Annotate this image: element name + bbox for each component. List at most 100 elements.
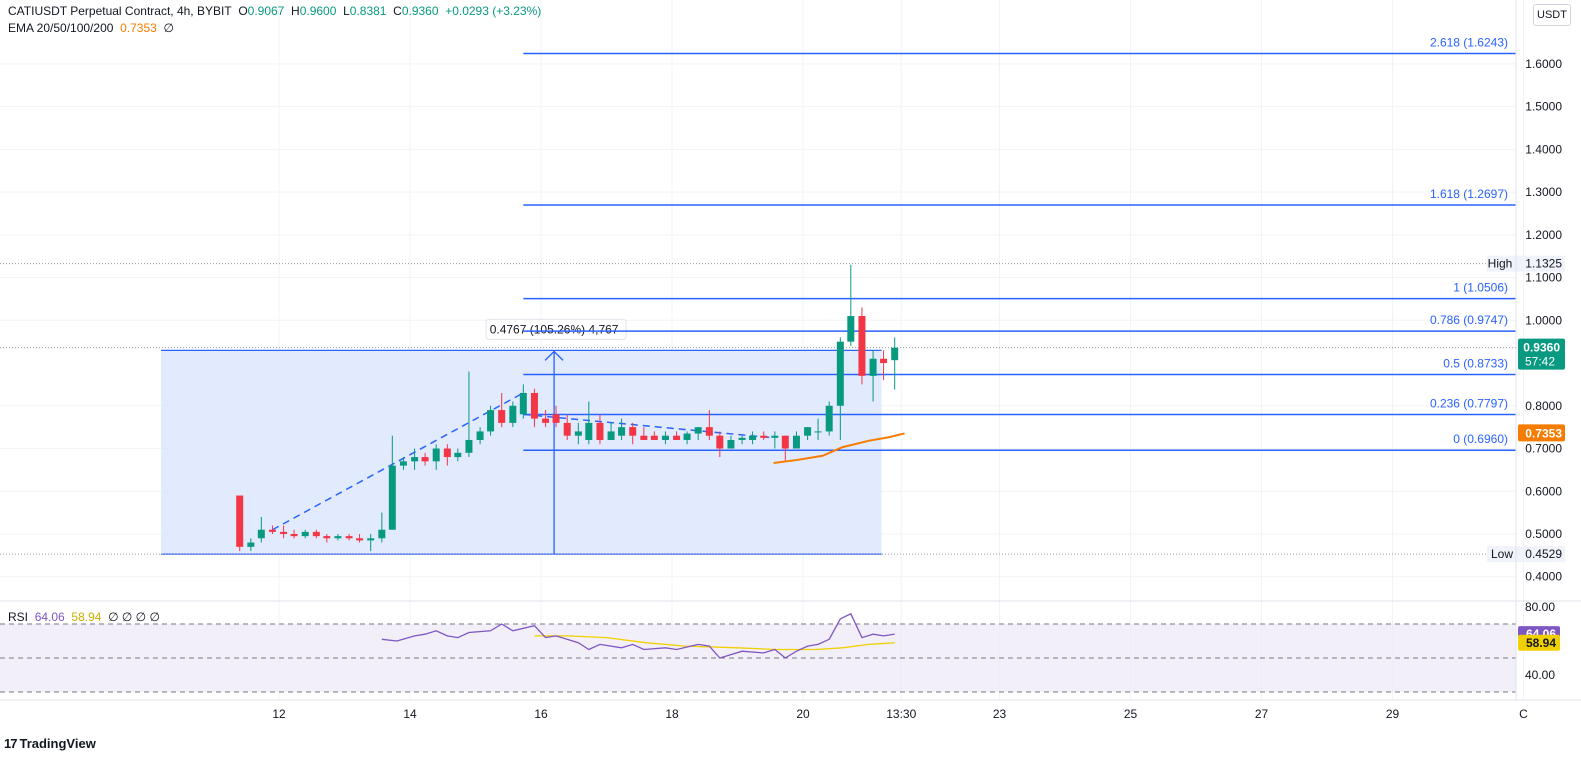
y-tick-label: 1.3000: [1525, 185, 1562, 199]
x-tick-label: 27: [1255, 707, 1269, 721]
candle-body: [236, 495, 244, 547]
candle-body: [760, 435, 768, 438]
y-tick-label: 0.8000: [1525, 399, 1562, 413]
range-label: 0.4767 (105.26%) 4,767: [490, 322, 619, 336]
candle-body: [378, 529, 386, 539]
candle-body: [869, 358, 877, 376]
candle-body: [607, 431, 615, 440]
candle-body: [399, 461, 407, 466]
candle-body: [880, 358, 888, 364]
fib-level-label: 0.236 (0.7797): [1430, 396, 1508, 410]
low-value-label: 0.4529: [1525, 547, 1562, 561]
rsi-label: RSI: [8, 610, 29, 624]
rsi-ma-line: [534, 635, 895, 651]
rsi-tick-label: 80.00: [1525, 600, 1555, 614]
y-tick-label: 1.1000: [1525, 271, 1562, 285]
high-tag-box: [1487, 255, 1519, 272]
fib-level-label: 1 (1.0506): [1453, 281, 1508, 295]
last-price-value: 0.9360: [1523, 341, 1560, 355]
candle-body: [290, 534, 298, 537]
candle-body: [781, 435, 789, 449]
y-tick-label: 1.5000: [1525, 100, 1562, 114]
candle-body: [618, 427, 626, 436]
candle-body: [530, 392, 538, 419]
tradingview-name: TradingView: [19, 736, 96, 751]
candle-body: [247, 542, 255, 547]
tradingview-logo: 17: [4, 736, 18, 751]
currency-button[interactable]: USDT: [1533, 4, 1571, 26]
candle-body: [640, 435, 648, 440]
candle-body: [738, 437, 746, 440]
candle-body: [465, 439, 473, 453]
range-label-box: [485, 318, 627, 340]
fib-level-label: 0.786 (0.9747): [1430, 313, 1508, 327]
x-tick-label: 25: [1124, 707, 1138, 721]
y-tick-label: 1.0000: [1525, 313, 1562, 327]
low-value: 0.8381: [349, 4, 387, 18]
candle-body: [847, 316, 855, 342]
x-tick-label: 23: [993, 707, 1007, 721]
rsi-legend[interactable]: RSI 64.06 58.94 ∅ ∅ ∅ ∅: [8, 610, 160, 624]
low-tag-label: Low: [1491, 547, 1513, 561]
open-label: O: [238, 4, 248, 18]
symbol-title: CATIUSDT Perpetual Contract, 4h, BYBIT: [8, 4, 232, 18]
candle-body: [323, 536, 331, 539]
candle-body: [749, 435, 757, 440]
candle-body: [421, 457, 429, 462]
candle-body: [585, 422, 593, 440]
tradingview-brand[interactable]: 17 TradingView: [4, 736, 96, 751]
candle-body: [367, 538, 375, 541]
candle-body: [345, 536, 353, 539]
candle-body: [814, 431, 822, 433]
candle-body: [650, 435, 658, 440]
candle-body: [727, 439, 735, 449]
candle-body: [432, 448, 440, 462]
candle-body: [683, 433, 691, 440]
fib-level-label: 0 (0.6960): [1453, 432, 1508, 446]
candle-body: [705, 427, 713, 436]
y-tick-label: 0.6000: [1525, 484, 1562, 498]
x-tick-label: 13:30: [886, 707, 916, 721]
x-tick-label: C: [1519, 707, 1528, 721]
y-tick-label: 0.5000: [1525, 527, 1562, 541]
range-box: [161, 350, 882, 555]
candle-body: [552, 414, 560, 423]
countdown-value: 57:42: [1525, 355, 1555, 369]
ema-extra: ∅: [163, 21, 174, 35]
rsi-ma-value: 58.94: [71, 610, 102, 624]
y-tick-label: 1.4000: [1525, 142, 1562, 156]
last-price-tag: [1518, 338, 1565, 370]
close-label: C: [393, 4, 402, 18]
ema-price-tag: [1518, 424, 1565, 442]
y-tick-label: 0.4000: [1525, 570, 1562, 584]
candle-body: [716, 435, 724, 449]
candle-body: [476, 431, 484, 440]
ema-legend[interactable]: EMA 20/50/100/200 0.7353 ∅: [8, 21, 174, 35]
candle-body: [661, 435, 669, 440]
x-tick-label: 12: [272, 707, 286, 721]
change-value: +0.0293 (+3.23%): [445, 4, 542, 18]
rsi-value: 64.06: [34, 610, 65, 624]
y-tick-label: 1.2000: [1525, 228, 1562, 242]
candle-body: [804, 427, 812, 436]
candle-body: [312, 531, 320, 537]
candle-body: [454, 452, 462, 458]
fib-level-label: 2.618 (1.6243): [1430, 35, 1508, 49]
candle-body: [280, 531, 288, 534]
low-tag-box: [1487, 546, 1519, 563]
high-value: 0.9600: [299, 4, 337, 18]
trend-dashed-line: [523, 413, 774, 439]
candle-body: [563, 422, 571, 436]
candle-body: [334, 536, 342, 539]
candle-body: [356, 538, 364, 541]
rsi-extra: ∅ ∅ ∅ ∅: [108, 610, 160, 624]
low-value-box: [1519, 546, 1565, 563]
candle-body: [694, 427, 702, 434]
rsi-tick-label: 40.00: [1525, 668, 1555, 682]
candle-body: [596, 422, 604, 440]
candle-body: [498, 410, 506, 423]
high-value-box: [1519, 255, 1565, 272]
candle-body: [443, 448, 451, 458]
x-tick-label: 14: [403, 707, 417, 721]
